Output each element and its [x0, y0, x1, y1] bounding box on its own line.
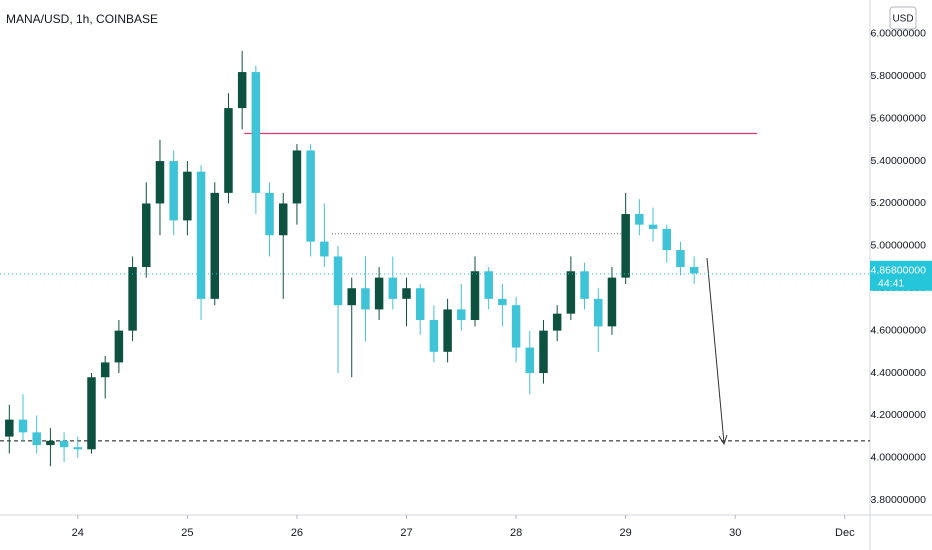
candle-body [415, 288, 425, 321]
candle-body [470, 271, 480, 321]
candle-body [594, 298, 603, 327]
y-tick-label: 5.60000000 [871, 112, 927, 124]
y-tick-label: 4.00000000 [871, 452, 927, 464]
x-tick-label: 26 [291, 527, 303, 539]
x-tick-label: Dec [835, 527, 855, 539]
y-tick-label: 5.80000000 [871, 70, 927, 82]
candle-body [347, 288, 356, 306]
candle-body [265, 192, 274, 236]
currency-box[interactable] [889, 6, 917, 30]
candle-body [689, 267, 699, 274]
candle-body [128, 267, 137, 331]
candle-body [100, 362, 110, 378]
candle-body [402, 288, 411, 299]
candle-body [443, 309, 452, 352]
y-tick-label: 5.00000000 [871, 240, 927, 252]
candle-body [32, 432, 41, 446]
candle-body [183, 171, 192, 221]
y-tick-label: 5.20000000 [871, 197, 927, 209]
candle-body [566, 271, 576, 314]
currency-label: USD [892, 14, 913, 25]
candle-body [498, 298, 507, 306]
candle-body [59, 440, 69, 448]
candle-body [580, 271, 589, 299]
candle-body [333, 256, 343, 306]
candle-body [169, 161, 178, 221]
countdown-label: 44:41 [878, 278, 904, 290]
candle-body [251, 72, 261, 193]
candle-body [46, 440, 55, 446]
candle-body [278, 203, 288, 236]
candle-body [292, 150, 302, 204]
candle-body [155, 161, 165, 204]
y-tick-label: 4.60000000 [871, 324, 927, 336]
candle-body [224, 108, 233, 193]
candle-body [87, 377, 96, 450]
candle-body [374, 277, 384, 310]
candle-body [621, 214, 630, 278]
x-tick-label: 28 [510, 527, 522, 539]
candle-body [237, 72, 247, 109]
candle-body [511, 305, 521, 348]
y-tick-label: 4.40000000 [871, 367, 927, 379]
plot-area [0, 50, 870, 467]
candle-body [210, 192, 220, 299]
candle-body [552, 313, 562, 331]
candle-body [525, 347, 535, 374]
x-tick-label: 24 [72, 527, 84, 539]
candle-body [320, 241, 329, 257]
candle-body [648, 224, 658, 229]
y-tick-label: 3.80000000 [871, 494, 927, 506]
candle-body [457, 309, 466, 321]
candle-body [539, 330, 548, 374]
candle-body [361, 288, 370, 310]
candle-body [635, 214, 644, 225]
arrow-head [718, 434, 728, 446]
y-tick-label: 6.00000000 [871, 28, 927, 40]
candle-body [429, 320, 439, 352]
y-tick-label: 4.20000000 [871, 409, 927, 421]
candle-body [676, 250, 685, 268]
candle-body [607, 277, 617, 327]
candle-body [18, 419, 28, 433]
candle-body [196, 171, 206, 299]
y-tick-label: 5.40000000 [871, 155, 927, 167]
x-tick-label: 25 [181, 527, 193, 539]
arrow [706, 257, 725, 444]
candle-body [306, 150, 315, 242]
candle-body [662, 228, 671, 251]
candle-body [5, 419, 14, 437]
candle-body [388, 277, 398, 299]
candle-body [73, 447, 83, 450]
x-tick-label: 27 [400, 527, 412, 539]
x-tick-label: 29 [620, 527, 632, 539]
chart-title: MANA/USD, 1h, COINBASE [6, 12, 158, 26]
last-price-label: 4.86800000 [871, 265, 927, 277]
x-tick-label: 30 [729, 527, 741, 539]
candle-body [142, 203, 151, 268]
candle-body [114, 330, 124, 363]
last-price-box [870, 260, 932, 291]
candle-body [484, 271, 493, 299]
